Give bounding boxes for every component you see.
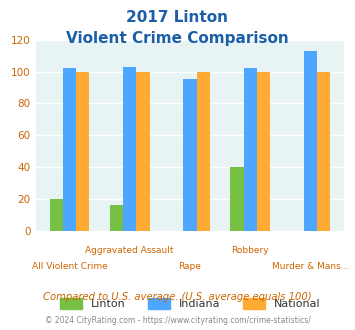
Bar: [197, 72, 210, 231]
Text: Robbery: Robbery: [231, 246, 269, 255]
Bar: [230, 167, 244, 231]
Bar: [317, 72, 330, 231]
Bar: [50, 199, 63, 231]
Bar: [304, 51, 317, 231]
Bar: [76, 72, 89, 231]
Text: Compared to U.S. average. (U.S. average equals 100): Compared to U.S. average. (U.S. average …: [43, 292, 312, 302]
Text: © 2024 CityRating.com - https://www.cityrating.com/crime-statistics/: © 2024 CityRating.com - https://www.city…: [45, 316, 310, 325]
Bar: [136, 72, 149, 231]
Text: 2017 Linton: 2017 Linton: [126, 10, 229, 25]
Legend: Linton, Indiana, National: Linton, Indiana, National: [60, 298, 320, 309]
Bar: [244, 68, 257, 231]
Text: Murder & Mans...: Murder & Mans...: [272, 262, 349, 271]
Bar: [123, 67, 136, 231]
Text: Aggravated Assault: Aggravated Assault: [86, 246, 174, 255]
Bar: [257, 72, 270, 231]
Bar: [63, 68, 76, 231]
Bar: [110, 206, 123, 231]
Bar: [183, 80, 197, 231]
Text: Violent Crime Comparison: Violent Crime Comparison: [66, 31, 289, 46]
Text: Rape: Rape: [179, 262, 201, 271]
Text: All Violent Crime: All Violent Crime: [32, 262, 107, 271]
